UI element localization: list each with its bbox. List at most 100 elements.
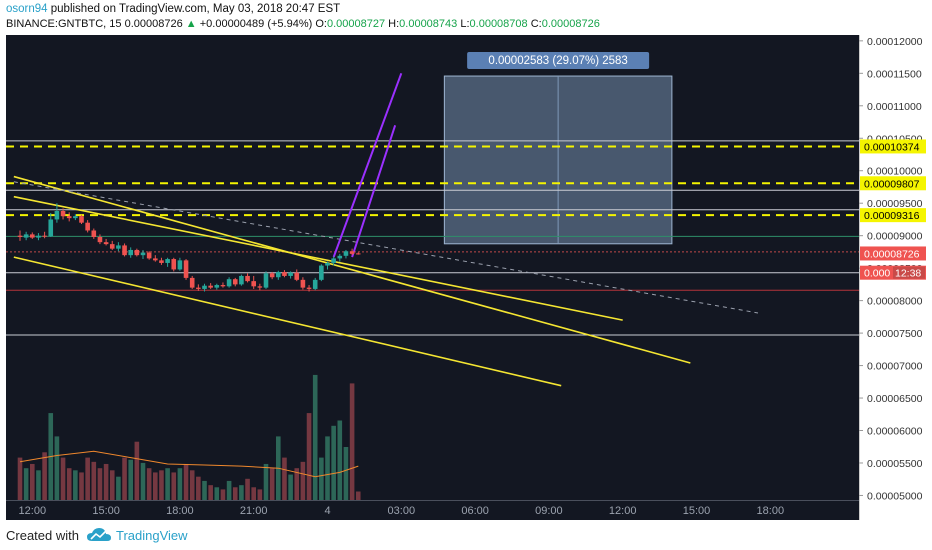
author-link[interactable]: osorn94 (6, 3, 48, 15)
up-arrow-icon: ▲ (185, 18, 197, 30)
volume-bar (282, 457, 287, 500)
volume-bar (54, 436, 60, 500)
low-value: 0.00008708 (469, 18, 528, 30)
volume-bar (208, 485, 213, 500)
y-tick-label: 0.00012000 (867, 36, 923, 48)
candle-body (103, 242, 109, 245)
y-tick-label: 0.00009500 (867, 198, 923, 210)
countdown-text: 12:38 (895, 268, 921, 280)
high-value: 0.00008743 (399, 18, 458, 30)
y-tick-label: 0.00005500 (867, 458, 923, 470)
candle-body (17, 235, 23, 237)
volume-bar (220, 489, 226, 500)
countdown-box (893, 266, 925, 279)
volume-bar (331, 425, 336, 500)
candle-body (306, 287, 312, 289)
candle-body (325, 262, 330, 266)
volume-bar (257, 489, 263, 500)
candle-body (128, 249, 133, 256)
candle-body (91, 230, 97, 237)
x-tick-label: 12:00 (609, 505, 637, 517)
tradingview-cloud-icon[interactable] (86, 526, 112, 544)
candle-body (331, 258, 336, 263)
volume-layer (17, 374, 361, 500)
x-tick-label: 18:00 (166, 505, 194, 517)
price-label-text: 0.00009316 (864, 210, 920, 222)
volume-bar (239, 485, 244, 500)
candle-body (355, 253, 361, 255)
price-change: +0.00000489 (+5.94%) (199, 18, 313, 30)
volume-bar (23, 468, 29, 500)
candle-body (226, 279, 232, 287)
publish-line: osorn94 published on TradingView.com, Ma… (6, 3, 340, 15)
volume-bar (343, 447, 349, 500)
candle-body (140, 252, 146, 256)
volume-bar (312, 374, 318, 500)
candle-body (79, 216, 84, 223)
x-tick-label: 12:00 (19, 505, 47, 517)
candle-body (159, 260, 164, 263)
y-tick-label: 0.00011000 (867, 101, 922, 113)
candle-body (343, 251, 349, 256)
candle-body (189, 277, 195, 288)
volume-bar (337, 420, 343, 500)
candle-layer (17, 203, 361, 292)
volume-bar (42, 452, 47, 500)
candle-body (97, 236, 103, 243)
candle-body (177, 260, 183, 270)
volume-bar (17, 457, 23, 500)
measure-label: 0.00002583 (29.07%) 2583 (488, 55, 627, 67)
volume-bar (134, 441, 140, 500)
time-axis-panel (6, 500, 859, 520)
volume-bar (146, 468, 152, 500)
volume-bar (319, 457, 324, 500)
x-tick-label: 18:00 (757, 505, 785, 517)
candle-body (23, 234, 29, 238)
plot-layer (6, 72, 859, 500)
candle-body (282, 272, 287, 276)
volume-bar (165, 468, 170, 500)
open-value: 0.00008727 (326, 18, 386, 30)
candle-body (263, 273, 269, 288)
y-tick-label: 0.00007500 (867, 328, 923, 340)
candle-body (36, 235, 41, 238)
volume-bar (91, 461, 97, 500)
chart-area[interactable]: 0.00002583 (29.07%) 2583 0.00012000 0.0001… (6, 35, 926, 520)
volume-bar (97, 468, 103, 500)
volume-bar (263, 463, 269, 500)
price-label-box (860, 208, 926, 223)
volume-bar (251, 487, 256, 500)
volume-bar (288, 474, 293, 500)
y-tick-label: 0.00009000 (867, 231, 923, 243)
channel-line (13, 175, 691, 364)
footer: Created with TradingView (0, 520, 932, 550)
volume-bar (300, 461, 306, 500)
price-label-text: 0.00009807 (864, 178, 920, 190)
x-tick-label: 21:00 (240, 505, 268, 517)
low-label: L: (460, 18, 470, 30)
candle-body (312, 279, 318, 289)
price-label-text: 0.000 (864, 268, 890, 280)
price-label-text: 0.00010374 (864, 141, 920, 153)
candle-body (214, 285, 220, 288)
close-value: 0.00008726 (541, 18, 600, 30)
price-label-box (860, 139, 926, 154)
volume-bar (269, 468, 275, 500)
volume-bar (306, 413, 312, 500)
candle-body (153, 258, 158, 261)
candle-body (54, 210, 60, 220)
volume-bar (232, 487, 238, 500)
candle-body (122, 245, 127, 256)
price-label-box (860, 176, 926, 191)
volume-bar (159, 470, 164, 500)
y-tick-label: 0.00010000 (867, 166, 923, 178)
tradingview-link[interactable]: TradingView (116, 528, 188, 543)
candle-body (319, 265, 324, 280)
volume-bar (245, 478, 250, 500)
candle-body (245, 275, 250, 282)
volume-bar (79, 472, 84, 500)
created-with-text: Created with (6, 528, 79, 543)
price-chart[interactable]: 0.00002583 (29.07%) 25830.000120000.0001… (6, 35, 926, 520)
candle-body (42, 235, 47, 237)
y-tick-label: 0.00007000 (867, 361, 923, 373)
